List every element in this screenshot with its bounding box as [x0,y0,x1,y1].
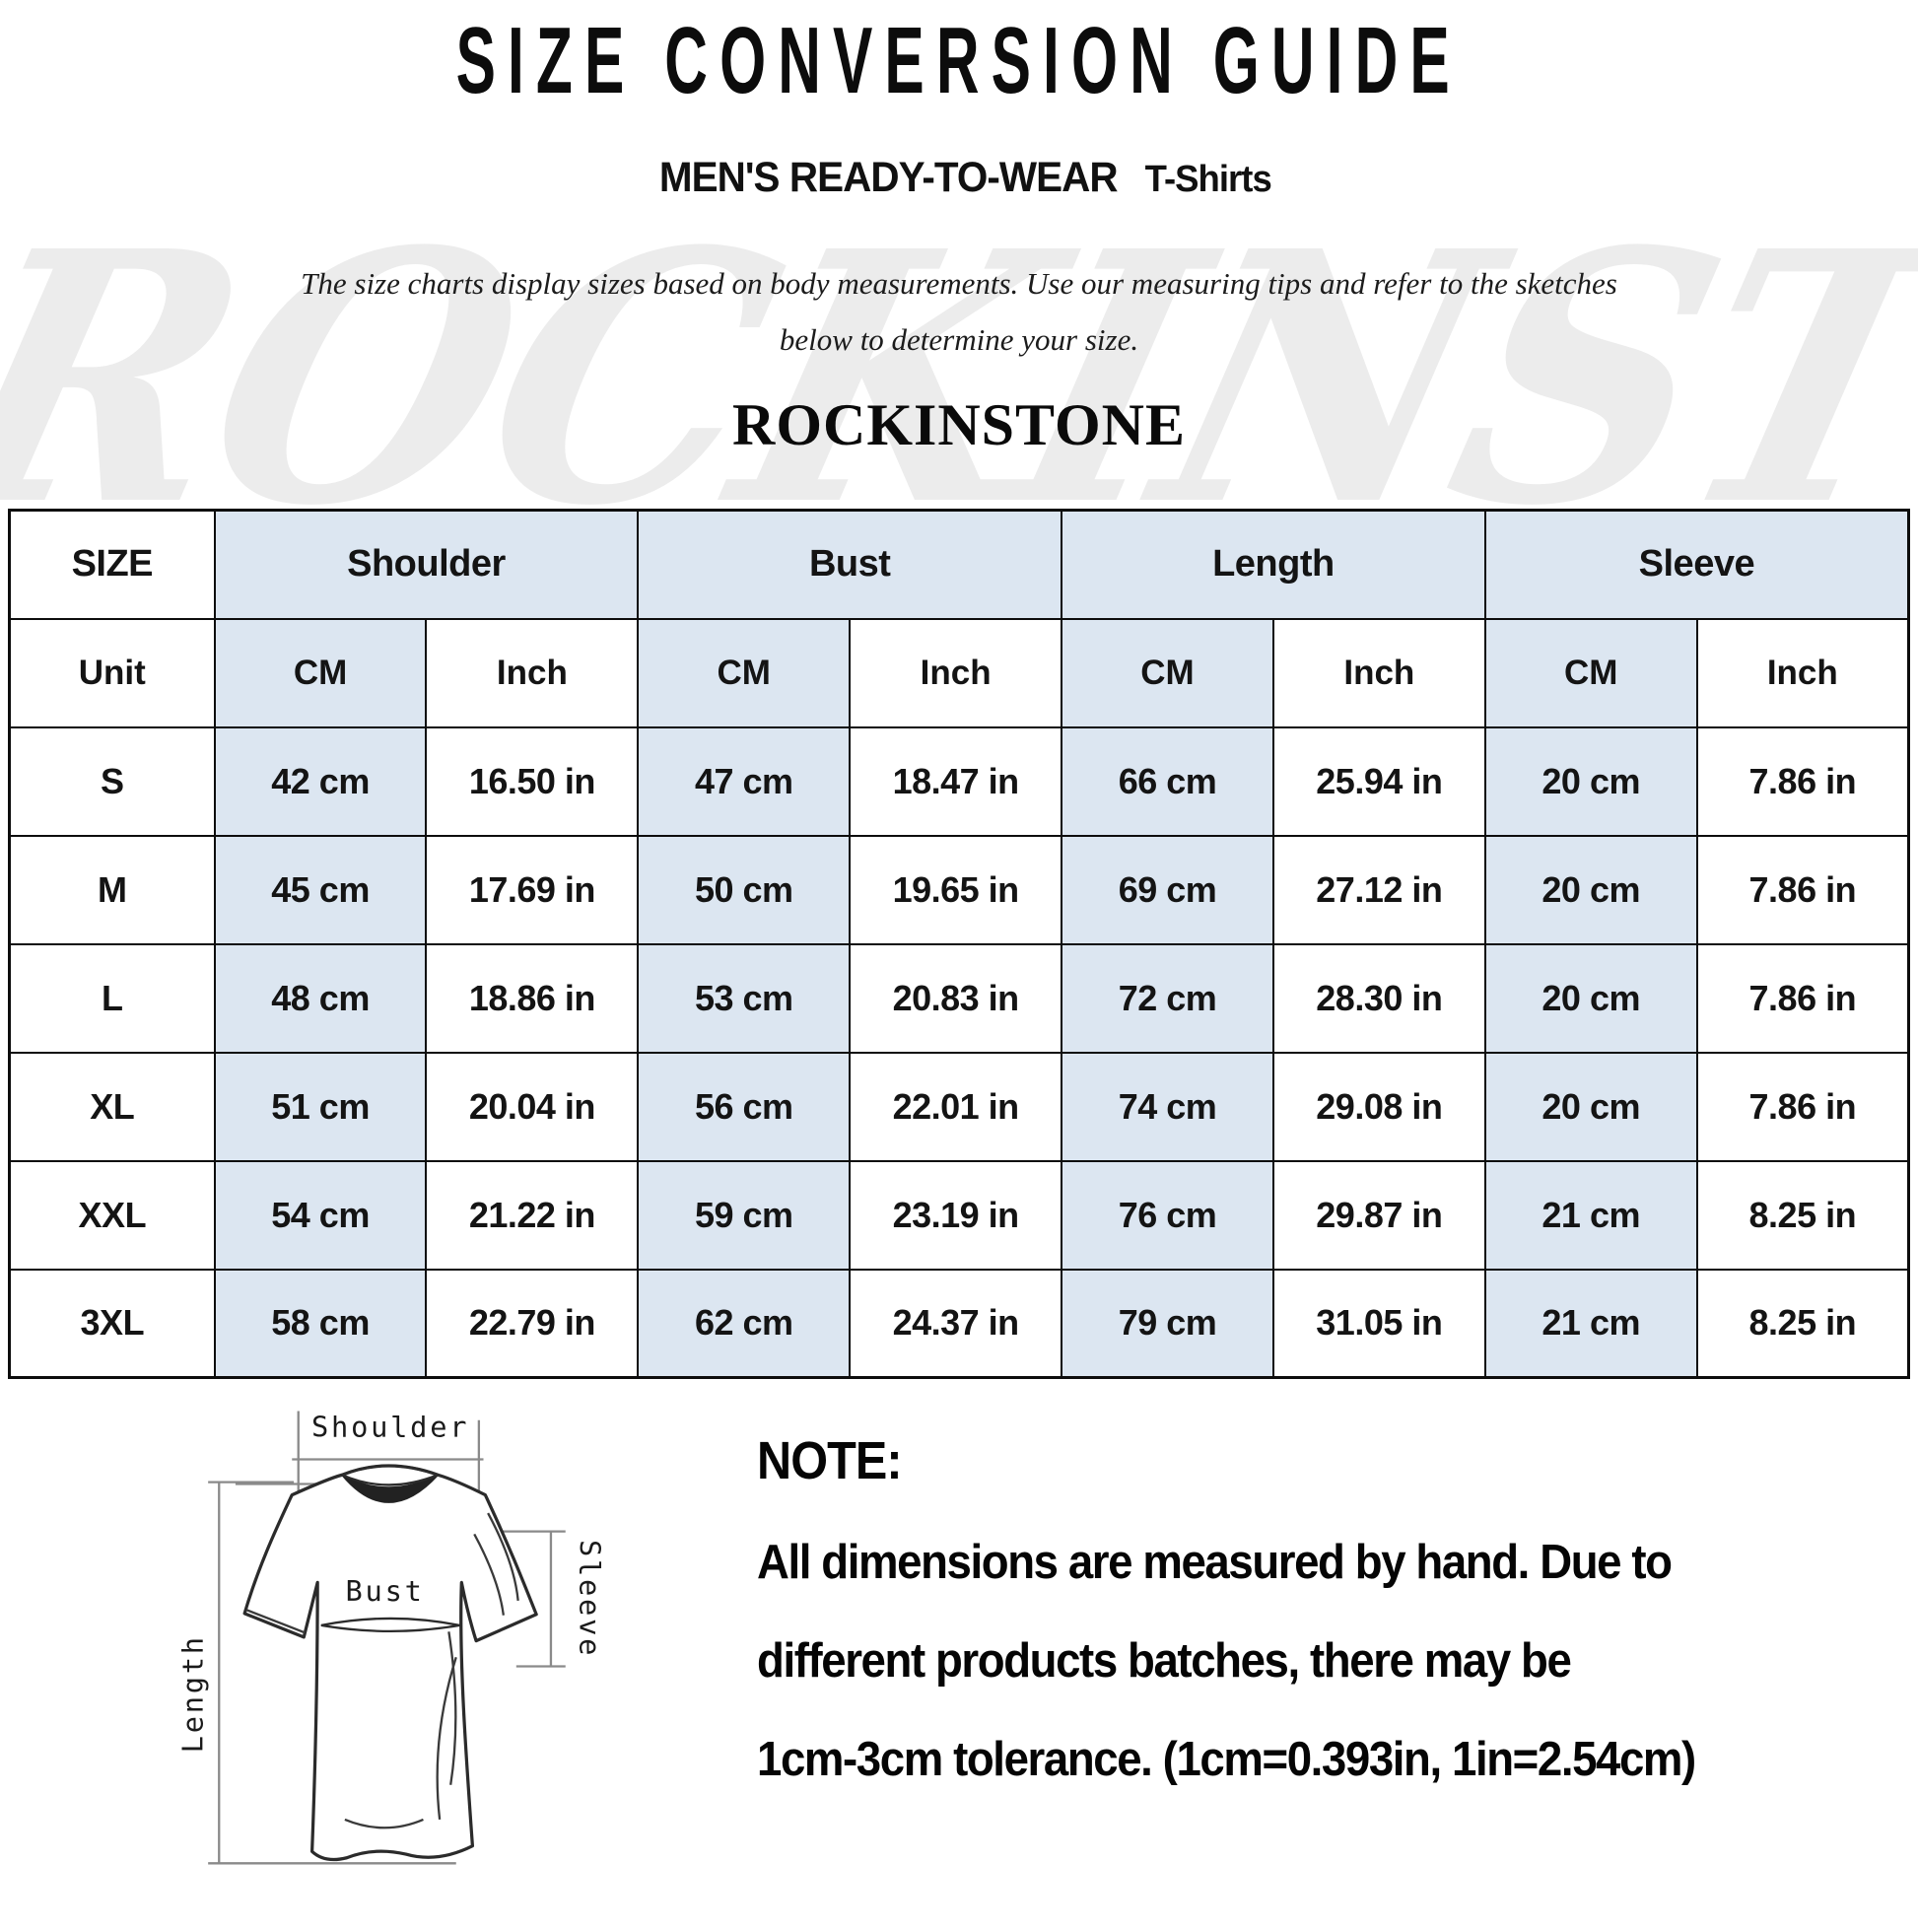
unit-cell: CM [637,617,852,728]
table-cell: 8.25 in [1695,1268,1910,1379]
table-row-l: L 48 cm 18.86 in 53 cm 20.83 in 72 cm 28… [8,942,1910,1054]
table-cell: 21 cm [1483,1159,1698,1271]
table-cell: 21 cm [1483,1268,1698,1379]
description-line-2: below to determine your size. [779,322,1139,357]
tshirt-measurement-diagram: Shoulder Bust Length Sleeve [146,1393,639,1908]
table-cell: 27.12 in [1271,834,1486,945]
table-cell: 56 cm [637,1051,852,1162]
table-cell: 20.83 in [849,942,1063,1054]
table-cell: 31.05 in [1271,1268,1486,1379]
subtitle-secondary: T-Shirts [1144,159,1271,200]
table-cell: 54 cm [213,1159,428,1271]
col-header-length: Length [1061,509,1486,620]
description-line-1: The size charts display sizes based on b… [301,266,1617,301]
table-cell: 66 cm [1061,725,1274,837]
table-cell: 17.69 in [425,834,640,945]
diagram-length-label: Length [176,1634,210,1753]
table-unit-row: Unit CM Inch CM Inch CM Inch CM Inch [8,617,1910,728]
col-header-bust: Bust [637,509,1063,620]
col-header-sleeve: Sleeve [1483,509,1910,620]
table-cell: 20 cm [1483,725,1698,837]
diagram-shoulder-label: Shoulder [311,1410,469,1443]
table-row-m: M 45 cm 17.69 in 50 cm 19.65 in 69 cm 27… [8,834,1910,945]
col-header-shoulder: Shoulder [213,509,640,620]
table-cell: 29.08 in [1271,1051,1486,1162]
table-cell: 72 cm [1061,942,1274,1054]
table-cell: 18.86 in [425,942,640,1054]
table-cell: 79 cm [1061,1268,1274,1379]
table-cell: 62 cm [637,1268,852,1379]
note-heading: NOTE: [757,1431,903,1490]
table-cell: 69 cm [1061,834,1274,945]
table-cell: 58 cm [213,1268,428,1379]
description: The size charts display sizes based on b… [0,255,1918,368]
unit-cell: Inch [1695,617,1910,728]
subtitle: MEN'S READY-TO-WEAR T-Shirts [0,154,1918,202]
table-row-s: S 42 cm 16.50 in 47 cm 18.47 in 66 cm 25… [8,725,1910,837]
unit-cell: Inch [1271,617,1486,728]
note-line-2: different products batches, there may be [757,1634,1572,1688]
table-cell: 18.47 in [849,725,1063,837]
table-cell: 48 cm [213,942,428,1054]
table-cell: 23.19 in [849,1159,1063,1271]
table-cell: 7.86 in [1695,834,1910,945]
table-cell: 29.87 in [1271,1159,1486,1271]
subtitle-main: MEN'S READY-TO-WEAR [658,154,1119,201]
table-cell: 50 cm [637,834,852,945]
table-cell: 7.86 in [1695,942,1910,1054]
table-row-xxl: XXL 54 cm 21.22 in 59 cm 23.19 in 76 cm … [8,1159,1910,1271]
table-cell: 19.65 in [849,834,1063,945]
note-line-3: 1cm-3cm tolerance. (1cm=0.393in, 1in=2.5… [757,1733,1696,1786]
table-cell: 59 cm [637,1159,852,1271]
unit-cell: Inch [849,617,1063,728]
table-cell: 76 cm [1061,1159,1274,1271]
table-cell: 47 cm [637,725,852,837]
table-cell: 16.50 in [425,725,640,837]
table-cell: 7.86 in [1695,725,1910,837]
table-cell: 20 cm [1483,942,1698,1054]
diagram-bust-label: Bust [346,1574,425,1608]
table-cell: 22.79 in [425,1268,640,1379]
table-cell: 22.01 in [849,1051,1063,1162]
unit-cell: CM [1483,617,1698,728]
size-cell: XL [8,1051,216,1162]
page-title: SIZE CONVERSION GUIDE [455,8,1463,113]
diagram-sleeve-label: Sleeve [574,1540,607,1658]
size-cell: L [8,942,216,1054]
table-cell: 20.04 in [425,1051,640,1162]
size-cell: 3XL [8,1268,216,1379]
table-cell: 8.25 in [1695,1159,1910,1271]
size-cell: S [8,725,216,837]
table-cell: 20 cm [1483,1051,1698,1162]
table-cell: 24.37 in [849,1268,1063,1379]
size-cell: M [8,834,216,945]
brand-name: ROCKINSTONE [731,392,1186,457]
unit-cell: Inch [425,617,640,728]
table-cell: 53 cm [637,942,852,1054]
table-cell: 21.22 in [425,1159,640,1271]
table-cell: 25.94 in [1271,725,1486,837]
table-cell: 42 cm [213,725,428,837]
unit-label-cell: Unit [8,617,216,728]
col-header-size: SIZE [8,509,216,620]
table-group-header-row: SIZE Shoulder Bust Length Sleeve [8,509,1910,620]
table-row-xl: XL 51 cm 20.04 in 56 cm 22.01 in 74 cm 2… [8,1051,1910,1162]
note-line-1: All dimensions are measured by hand. Due… [757,1536,1673,1589]
table-cell: 74 cm [1061,1051,1274,1162]
table-cell: 28.30 in [1271,942,1486,1054]
size-conversion-table: SIZE Shoulder Bust Length Sleeve Unit CM… [8,509,1910,1379]
table-cell: 51 cm [213,1051,428,1162]
table-cell: 20 cm [1483,834,1698,945]
size-cell: XXL [8,1159,216,1271]
note-section: NOTE: All dimensions are measured by han… [757,1430,1900,1908]
table-cell: 7.86 in [1695,1051,1910,1162]
table-cell: 45 cm [213,834,428,945]
unit-cell: CM [1061,617,1274,728]
unit-cell: CM [213,617,428,728]
table-row-3xl: 3XL 58 cm 22.79 in 62 cm 24.37 in 79 cm … [8,1268,1910,1379]
tshirt-sketch: Shoulder Bust Length Sleeve [176,1410,607,1865]
